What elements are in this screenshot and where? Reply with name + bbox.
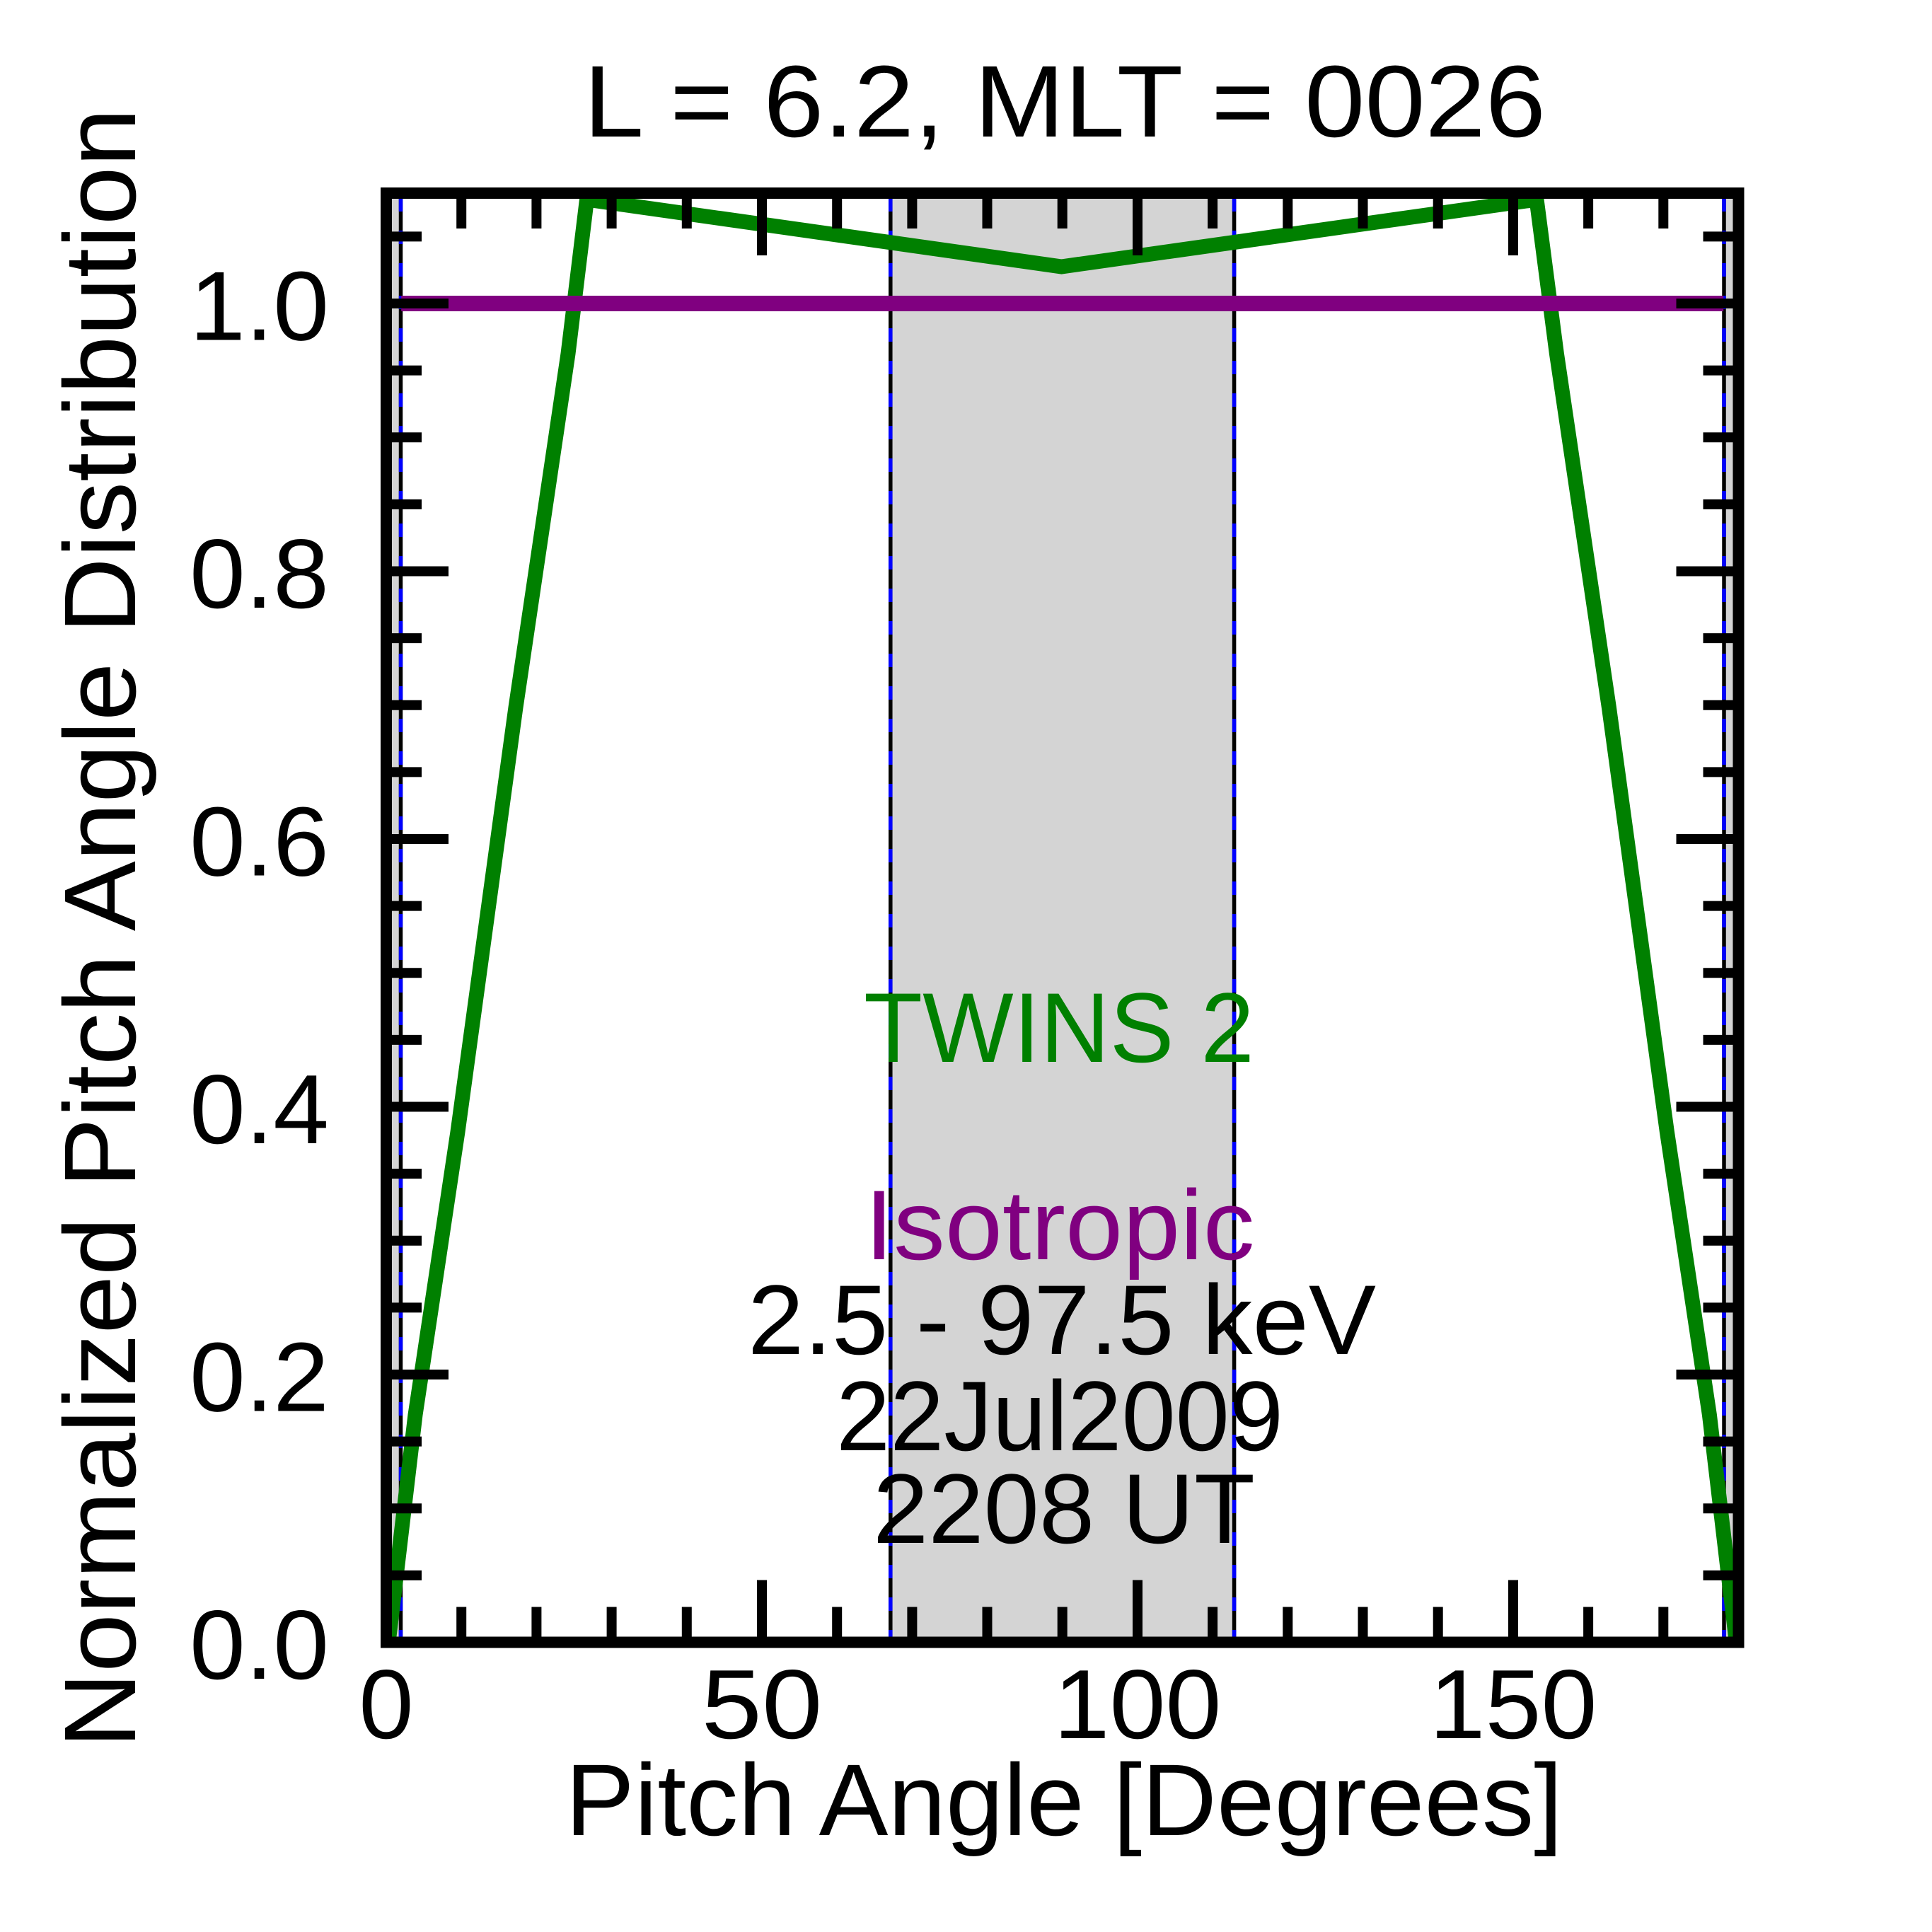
svg-text:Normalized Pitch Angle Distrib: Normalized Pitch Angle Distribution: [43, 108, 157, 1748]
svg-text:0: 0: [359, 1650, 413, 1759]
svg-text:Pitch Angle [Degrees]: Pitch Angle [Degrees]: [565, 1743, 1563, 1857]
svg-text:TWINS 2: TWINS 2: [864, 972, 1254, 1083]
svg-text:Isotropic: Isotropic: [865, 1169, 1255, 1280]
svg-text:2208 UT: 2208 UT: [873, 1453, 1255, 1564]
svg-text:0.6: 0.6: [190, 787, 329, 897]
svg-text:2.5 - 97.5 keV: 2.5 - 97.5 keV: [748, 1264, 1376, 1375]
svg-text:22Jul2009: 22Jul2009: [836, 1360, 1283, 1471]
svg-text:0.2: 0.2: [190, 1323, 329, 1433]
svg-text:100: 100: [1054, 1650, 1222, 1759]
svg-text:150: 150: [1430, 1650, 1597, 1759]
svg-text:0.8: 0.8: [190, 519, 329, 629]
svg-text:0.4: 0.4: [190, 1055, 329, 1164]
svg-text:0.0: 0.0: [190, 1590, 329, 1700]
svg-text:L = 6.2, MLT = 0026: L = 6.2, MLT = 0026: [584, 45, 1546, 158]
svg-text:1.0: 1.0: [190, 252, 329, 361]
svg-text:50: 50: [702, 1650, 823, 1759]
